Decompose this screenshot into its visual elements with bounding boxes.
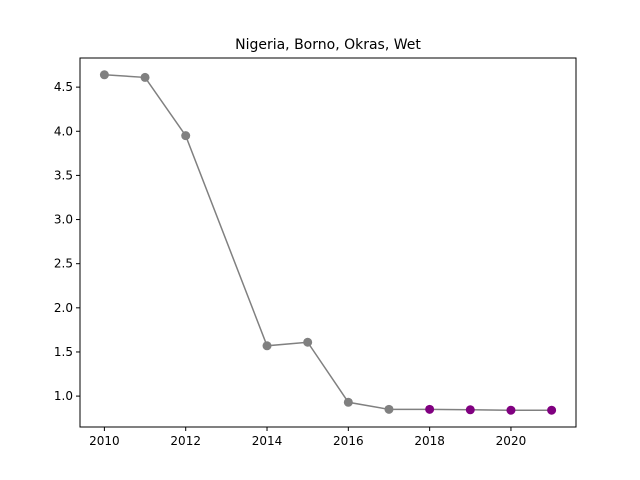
- y-tick-label: 1.0: [54, 389, 73, 403]
- y-tick-label: 1.5: [54, 345, 73, 359]
- y-tick-label: 4.0: [54, 124, 73, 138]
- series-line: [104, 74, 552, 411]
- x-tick-label: 2020: [496, 434, 527, 448]
- series-layer: [99, 70, 557, 415]
- y-axis: 1.0 1.5 2.0 2.5 3.0 3.5 4.0 4.5: [54, 80, 80, 403]
- x-tick-label: 2012: [170, 434, 201, 448]
- chart-title: Nigeria, Borno, Okras, Wet: [235, 37, 421, 53]
- x-axis: 2010 2012 2014 2016 2018 2020: [89, 427, 526, 448]
- y-tick-label: 2.0: [54, 301, 73, 315]
- data-point: [181, 131, 191, 141]
- data-point: [262, 341, 272, 351]
- y-tick-label: 2.5: [54, 257, 73, 271]
- data-point: [465, 405, 475, 415]
- x-tick-label: 2016: [333, 434, 364, 448]
- y-tick-label: 3.0: [54, 213, 73, 227]
- data-point: [343, 397, 353, 407]
- data-point: [425, 404, 435, 414]
- plot-frame: [79, 57, 577, 428]
- data-point: [506, 405, 516, 415]
- data-point: [547, 405, 557, 415]
- y-tick-label: 3.5: [54, 168, 73, 182]
- y-tick-label: 4.5: [54, 80, 73, 94]
- data-point: [99, 70, 109, 80]
- data-point: [140, 72, 150, 82]
- x-tick-label: 2018: [414, 434, 445, 448]
- data-point: [303, 337, 313, 347]
- x-tick-label: 2014: [252, 434, 283, 448]
- data-point: [384, 404, 394, 414]
- x-tick-label: 2010: [89, 434, 120, 448]
